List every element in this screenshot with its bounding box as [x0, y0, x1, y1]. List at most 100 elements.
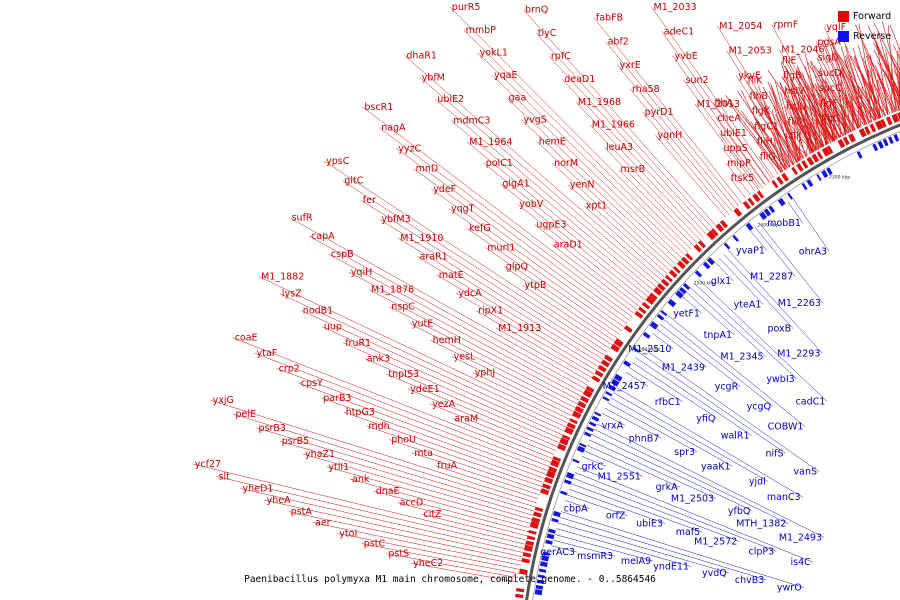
forward-gene-leader	[717, 25, 802, 162]
forward-feature	[603, 354, 613, 363]
forward-gene-label: fruR1	[345, 338, 371, 349]
dense-leader	[843, 105, 847, 135]
forward-feature	[710, 228, 719, 237]
forward-gene-label: norM	[554, 158, 578, 169]
reverse-feature	[602, 396, 610, 402]
tick-label: 2300 kbp	[829, 175, 850, 181]
forward-gene-label: M1_1882	[261, 272, 304, 283]
reverse-gene-leader	[561, 511, 804, 588]
forward-gene-label: bscR1	[364, 102, 393, 113]
reverse-gene-label: mobB1	[767, 218, 801, 229]
dense-leader	[789, 105, 818, 151]
forward-gene-leader	[452, 418, 553, 459]
forward-gene-leader	[379, 218, 604, 360]
reverse-gene-label: poxB	[767, 324, 791, 335]
forward-gene-label: cpsY	[301, 378, 323, 389]
reverse-feature	[777, 197, 786, 207]
forward-feature	[869, 123, 877, 133]
forward-gene-leader	[308, 235, 586, 390]
forward-gene-label: accD	[400, 498, 424, 509]
forward-gene-leader	[348, 271, 582, 397]
forward-feature	[685, 252, 694, 261]
forward-gene-label: fruA	[437, 461, 457, 472]
tick-label: 2600 kbp	[639, 347, 660, 353]
reverse-feature	[763, 208, 772, 217]
forward-gene-label: fabFB	[596, 13, 623, 24]
reverse-feature	[694, 270, 703, 278]
forward-gene-label: murI1	[487, 242, 515, 253]
reverse-feature	[623, 360, 631, 368]
forward-feature	[597, 364, 607, 373]
forward-gene-label: yheC2	[413, 558, 443, 569]
reverse-gene-leader	[584, 450, 643, 477]
reverse-gene-label: grkC	[582, 461, 604, 472]
forward-gene-leader	[618, 169, 695, 247]
forward-gene-label: citZ	[424, 509, 443, 520]
legend-reverse: Reverse	[838, 28, 900, 44]
dense-gene-leader	[780, 60, 828, 145]
forward-feature	[514, 593, 524, 599]
reverse-gene-label: M1_2263	[778, 298, 821, 309]
reverse-gene-leader	[572, 477, 740, 542]
dense-leader	[823, 107, 835, 141]
dense-gene-label: fliI	[788, 117, 799, 128]
forward-gene-leader	[321, 326, 563, 436]
forward-gene-label: matE	[439, 270, 464, 281]
reverse-feature	[579, 442, 587, 448]
forward-gene-label: nodB1	[303, 305, 333, 316]
forward-feature	[540, 488, 550, 496]
dense-leader	[797, 52, 840, 139]
gene-feature-track	[514, 112, 900, 600]
forward-feature	[521, 558, 530, 564]
dense-gene-label: mipP	[727, 158, 751, 169]
backbone-inner-ring	[532, 131, 900, 600]
forward-feature	[564, 426, 574, 435]
forward-feature	[827, 145, 834, 154]
dense-leader	[873, 49, 900, 106]
dense-leader	[872, 33, 900, 95]
forward-gene-label: capA	[311, 231, 335, 242]
reverse-feature	[551, 518, 559, 523]
dense-leader	[889, 51, 900, 71]
dense-gene-leader	[816, 72, 849, 134]
reverse-gene-leader	[759, 222, 824, 304]
forward-gene-label: pyrD1	[645, 107, 674, 118]
dense-leader	[862, 57, 889, 116]
forward-gene-label: pstS	[388, 549, 409, 560]
reverse-gene-leader	[616, 387, 803, 498]
forward-gene-label: M1_2053	[729, 46, 772, 57]
forward-feature	[613, 338, 624, 348]
forward-gene-label: dhaR1	[406, 50, 437, 61]
dense-leader	[796, 69, 837, 140]
reverse-gene-label: M1_2551	[598, 471, 641, 482]
reverse-gene-label: ywrO	[777, 583, 802, 594]
forward-gene-leader	[368, 289, 580, 401]
forward-gene-leader	[264, 499, 523, 558]
forward-feature	[649, 292, 658, 301]
forward-gene-leader	[256, 427, 535, 512]
reverse-gene-label: ohrA3	[799, 246, 827, 257]
forward-feature	[552, 456, 562, 462]
dense-gene-label: fliG	[760, 151, 776, 162]
dense-leader	[897, 51, 899, 111]
forward-gene-leader	[300, 310, 565, 432]
dense-leader	[891, 57, 900, 75]
forward-gene-label: yyzC	[398, 143, 421, 154]
forward-gene-label: hemE	[539, 137, 566, 148]
forward-gene-leader	[279, 293, 567, 428]
dense-leader	[797, 75, 818, 151]
forward-gene-label: yenN	[570, 180, 595, 191]
forward-gene-leader	[436, 274, 597, 371]
forward-gene-label: mdmC3	[453, 116, 490, 127]
forward-feature	[522, 552, 532, 558]
forward-gene-leader	[342, 180, 608, 353]
forward-gene-leader	[232, 337, 552, 463]
forward-feature	[600, 359, 610, 368]
dense-leader	[889, 24, 900, 51]
reverse-gene-leader	[591, 434, 753, 512]
forward-gene-leader	[451, 356, 572, 416]
forward-feature	[580, 395, 590, 404]
forward-gene-label: ank3	[367, 354, 390, 365]
forward-feature	[776, 176, 784, 185]
reverse-gene-label: vrxA	[602, 420, 624, 431]
